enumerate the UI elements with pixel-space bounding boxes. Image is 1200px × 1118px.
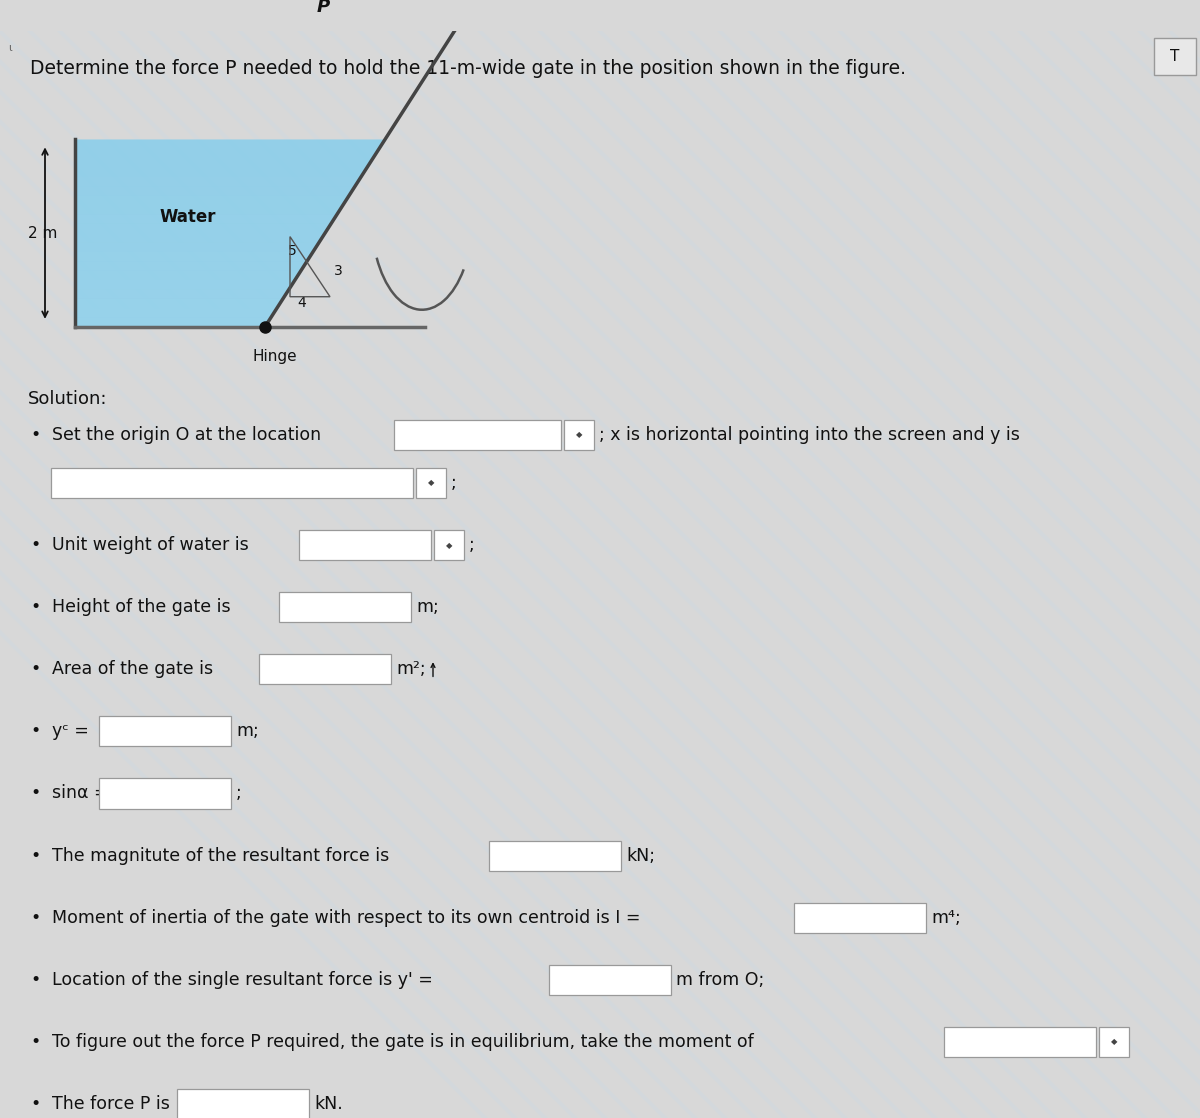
FancyBboxPatch shape bbox=[50, 468, 413, 498]
FancyBboxPatch shape bbox=[98, 778, 230, 808]
Polygon shape bbox=[74, 318, 271, 326]
FancyBboxPatch shape bbox=[299, 530, 431, 560]
Text: The magnitute of the resultant force is: The magnitute of the resultant force is bbox=[52, 846, 389, 864]
Text: The force P is: The force P is bbox=[52, 1095, 170, 1114]
Text: Determine the force P needed to hold the 11-m-wide gate in the position shown in: Determine the force P needed to hold the… bbox=[30, 59, 906, 78]
Polygon shape bbox=[74, 243, 319, 252]
FancyBboxPatch shape bbox=[416, 468, 446, 498]
FancyBboxPatch shape bbox=[259, 654, 391, 684]
Text: ;: ; bbox=[451, 474, 457, 492]
Text: ; x is horizontal pointing into the screen and y is: ; x is horizontal pointing into the scre… bbox=[599, 426, 1020, 444]
Polygon shape bbox=[74, 168, 367, 177]
Text: ◆: ◆ bbox=[576, 430, 582, 439]
Polygon shape bbox=[74, 309, 277, 318]
Text: 2 m: 2 m bbox=[28, 226, 58, 240]
Text: •: • bbox=[30, 661, 41, 679]
Text: Height of the gate is: Height of the gate is bbox=[52, 598, 230, 616]
Text: ι: ι bbox=[8, 44, 12, 54]
Polygon shape bbox=[74, 262, 307, 271]
FancyBboxPatch shape bbox=[394, 420, 562, 449]
Polygon shape bbox=[74, 196, 349, 205]
Text: •: • bbox=[30, 970, 41, 988]
Text: •: • bbox=[30, 722, 41, 740]
Text: ◆: ◆ bbox=[1111, 1038, 1117, 1046]
Polygon shape bbox=[74, 299, 283, 309]
FancyBboxPatch shape bbox=[434, 530, 464, 560]
FancyBboxPatch shape bbox=[944, 1026, 1096, 1057]
Text: m;: m; bbox=[416, 598, 439, 616]
Polygon shape bbox=[74, 205, 343, 215]
Text: •: • bbox=[30, 1033, 41, 1051]
FancyBboxPatch shape bbox=[564, 420, 594, 449]
Text: 5: 5 bbox=[288, 244, 296, 257]
Text: 3: 3 bbox=[334, 264, 343, 277]
Text: ◆: ◆ bbox=[445, 541, 452, 550]
Text: 4: 4 bbox=[298, 296, 306, 310]
Text: kN.: kN. bbox=[314, 1095, 343, 1114]
Polygon shape bbox=[74, 140, 385, 326]
Text: •: • bbox=[30, 598, 41, 616]
Text: m⁴;: m⁴; bbox=[931, 909, 961, 927]
FancyBboxPatch shape bbox=[278, 593, 410, 623]
Polygon shape bbox=[74, 252, 313, 262]
Text: •: • bbox=[30, 1095, 41, 1114]
Polygon shape bbox=[74, 290, 289, 299]
Text: Unit weight of water is: Unit weight of water is bbox=[52, 537, 248, 555]
FancyBboxPatch shape bbox=[794, 902, 926, 932]
Text: Hinge: Hinge bbox=[253, 349, 298, 363]
Text: •: • bbox=[30, 785, 41, 803]
Text: •: • bbox=[30, 846, 41, 864]
Text: Location of the single resultant force is y' =: Location of the single resultant force i… bbox=[52, 970, 433, 988]
Text: To figure out the force P required, the gate is in equilibrium, take the moment : To figure out the force P required, the … bbox=[52, 1033, 754, 1051]
Text: •: • bbox=[30, 426, 41, 444]
Polygon shape bbox=[74, 215, 337, 224]
Polygon shape bbox=[74, 224, 331, 234]
Text: sinα =: sinα = bbox=[52, 785, 109, 803]
Text: kN;: kN; bbox=[626, 846, 655, 864]
Polygon shape bbox=[74, 177, 361, 187]
Text: ;: ; bbox=[469, 537, 475, 555]
FancyBboxPatch shape bbox=[490, 841, 622, 871]
FancyBboxPatch shape bbox=[1099, 1026, 1129, 1057]
Text: Solution:: Solution: bbox=[28, 390, 108, 408]
Text: Area of the gate is: Area of the gate is bbox=[52, 661, 214, 679]
Text: m from O;: m from O; bbox=[676, 970, 764, 988]
FancyBboxPatch shape bbox=[178, 1089, 310, 1118]
FancyBboxPatch shape bbox=[98, 717, 230, 747]
Text: •: • bbox=[30, 537, 41, 555]
Text: P: P bbox=[317, 0, 330, 17]
Polygon shape bbox=[74, 187, 355, 196]
Polygon shape bbox=[74, 280, 295, 290]
Polygon shape bbox=[74, 271, 301, 280]
Text: ◆: ◆ bbox=[427, 479, 434, 487]
Text: m;: m; bbox=[236, 722, 259, 740]
Text: Set the origin O at the location: Set the origin O at the location bbox=[52, 426, 322, 444]
Text: m²;: m²; bbox=[396, 661, 426, 679]
Text: ;: ; bbox=[236, 785, 241, 803]
FancyBboxPatch shape bbox=[1154, 38, 1196, 75]
Text: Moment of inertia of the gate with respect to its own centroid is I =: Moment of inertia of the gate with respe… bbox=[52, 909, 641, 927]
Text: yᶜ =: yᶜ = bbox=[52, 722, 89, 740]
Polygon shape bbox=[74, 234, 325, 243]
Text: •: • bbox=[30, 909, 41, 927]
Text: Water: Water bbox=[160, 208, 216, 226]
Text: T: T bbox=[1170, 49, 1180, 64]
FancyBboxPatch shape bbox=[550, 965, 671, 995]
